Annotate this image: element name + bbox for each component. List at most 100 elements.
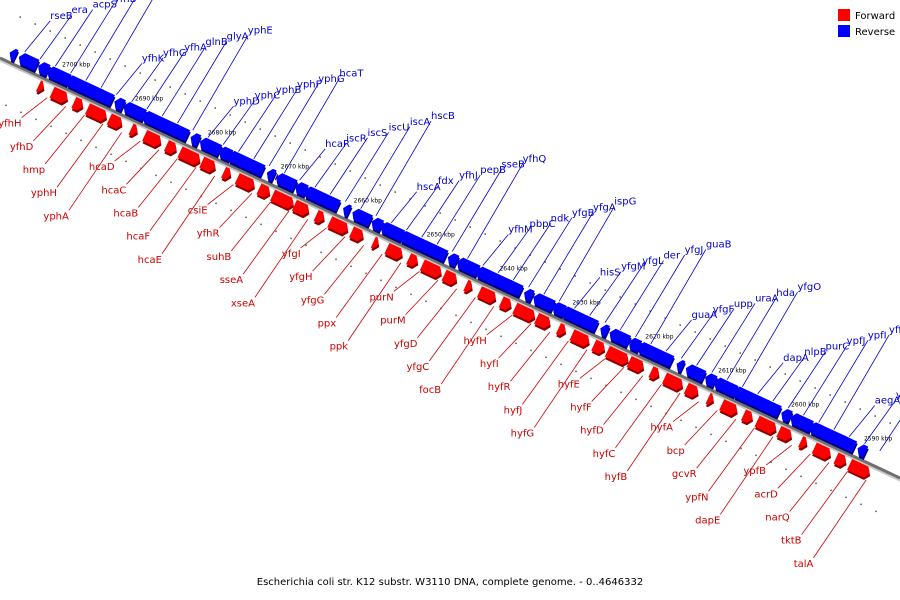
guide-dot <box>199 100 201 102</box>
guide-dot <box>20 111 22 114</box>
gene-block <box>38 62 52 79</box>
guide-dot <box>664 317 666 319</box>
gene-block <box>447 253 460 270</box>
guide-dot <box>394 191 396 193</box>
guide-dot <box>259 128 261 130</box>
gene-leader <box>742 292 798 387</box>
guide-dot <box>184 93 186 95</box>
guide-dot <box>470 321 472 324</box>
gene-label: yphE <box>248 26 273 37</box>
gene-leader <box>149 166 197 231</box>
guide-dot <box>575 370 577 373</box>
gene-leader <box>696 308 735 366</box>
gene-leader <box>558 206 615 302</box>
guide-dot <box>500 335 502 338</box>
guide-dot <box>544 261 546 263</box>
gene-block <box>676 360 686 375</box>
gene-leader <box>801 470 848 535</box>
gene-block <box>177 146 201 168</box>
gene-label: hcaF <box>126 232 150 243</box>
guide-dot <box>499 240 501 242</box>
gene-block <box>534 312 551 331</box>
gene-label: rseB <box>50 11 72 22</box>
guide-dot <box>695 426 697 429</box>
gene-leader <box>405 279 439 315</box>
gene-block <box>384 243 403 262</box>
gene-leader <box>787 351 826 409</box>
gene-label: ypfB <box>743 466 766 477</box>
gene-block <box>591 339 606 357</box>
guide-dot <box>154 79 156 81</box>
guide-dot <box>349 170 351 172</box>
gene-leader <box>833 334 890 430</box>
gene-block <box>600 324 611 340</box>
gene-block <box>190 133 202 149</box>
gene-block <box>569 329 590 350</box>
gene-label: hscB <box>431 111 455 122</box>
gene-label: hyfG <box>511 429 535 440</box>
gene-block <box>609 328 632 350</box>
gene-block <box>35 80 45 95</box>
gene-label: yfgC <box>407 362 430 373</box>
gene-block <box>84 103 108 124</box>
guide-dot <box>574 275 576 277</box>
gene-label: hcaT <box>339 68 364 79</box>
gene-label: talA <box>794 559 814 570</box>
gene-label: ppx <box>318 319 337 330</box>
legend-reverse-label: Reverse <box>855 27 895 38</box>
legend-forward-label: Forward <box>855 11 895 22</box>
guide-dot <box>769 366 771 368</box>
guide-dot <box>515 342 517 345</box>
gene-label: hyfR <box>488 382 511 393</box>
guide-dot <box>334 163 336 165</box>
gene-label: xseA <box>231 298 255 309</box>
legend-forward-swatch <box>838 9 850 21</box>
gene-block <box>343 204 353 220</box>
guide-dot <box>379 184 381 186</box>
gene-leader <box>219 192 253 229</box>
gene-leader <box>528 217 573 288</box>
guide-dot <box>335 258 337 261</box>
gene-leader <box>70 3 115 74</box>
guide-dot <box>830 489 832 492</box>
gene-label: hyfH <box>464 336 487 347</box>
tick-label: 2620 kbp <box>645 333 673 340</box>
guide-dot <box>799 380 801 382</box>
guide-dot <box>155 174 157 177</box>
gene-label: fdx <box>438 176 454 187</box>
gene-block <box>348 226 364 244</box>
gene-leader <box>21 97 48 118</box>
gene-block <box>657 351 675 370</box>
gene-leader <box>24 20 51 53</box>
guide-dot <box>860 503 862 506</box>
gene-block <box>719 399 738 419</box>
gene-block <box>661 372 684 393</box>
gene-label: yfhK <box>142 54 165 65</box>
gene-block <box>847 458 871 480</box>
gene-leader <box>345 132 389 202</box>
gene-leader <box>116 63 143 95</box>
guide-dot <box>605 384 607 387</box>
guide-dot <box>739 352 741 354</box>
gene-leader <box>253 89 298 159</box>
gene-block <box>256 183 271 201</box>
guide-dot <box>455 314 457 317</box>
gene-leader <box>54 9 93 67</box>
guide-dot <box>469 226 471 228</box>
gene-label: yffH <box>896 390 900 401</box>
gene-leader <box>813 479 867 559</box>
gene-leader <box>230 201 271 252</box>
guide-dot <box>215 202 217 205</box>
gene-label: upp <box>734 299 753 310</box>
gene-leader <box>238 94 277 152</box>
gene-label: yfgH <box>289 272 312 283</box>
gene-label: uraA <box>755 293 779 304</box>
gene-block <box>740 409 754 426</box>
guide-dot <box>829 394 831 396</box>
gene-block <box>266 168 278 184</box>
gene-leader <box>428 297 476 362</box>
gene-label: yfhR <box>197 229 220 240</box>
gene-block <box>463 279 473 295</box>
gene-leader <box>393 271 420 292</box>
